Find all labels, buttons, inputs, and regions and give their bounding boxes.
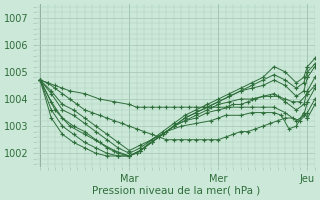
X-axis label: Pression niveau de la mer( hPa ): Pression niveau de la mer( hPa ) [92, 186, 260, 196]
